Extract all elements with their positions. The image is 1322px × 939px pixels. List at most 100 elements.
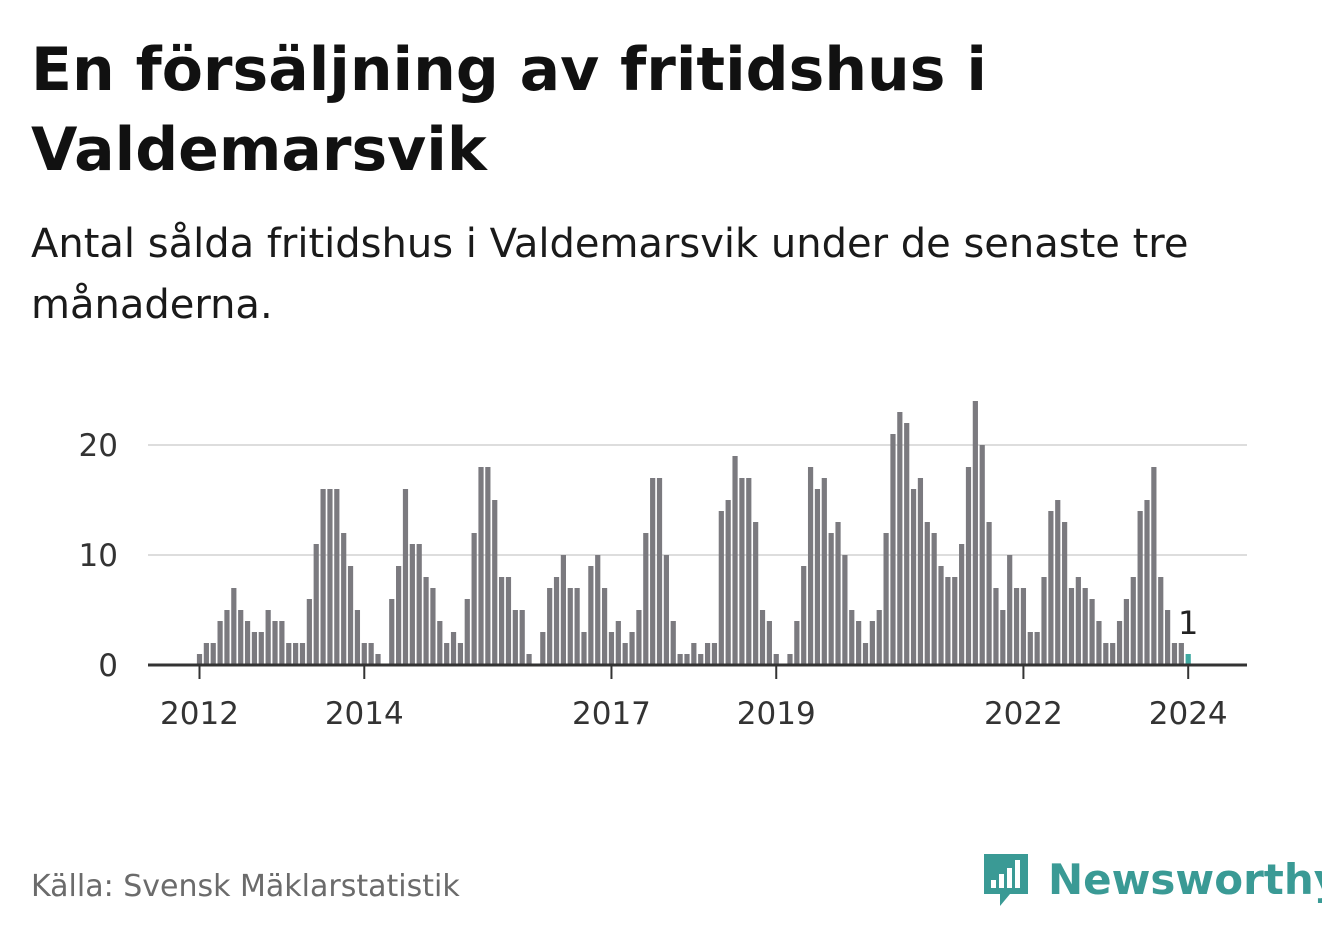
bar — [1062, 522, 1068, 665]
bar — [540, 632, 546, 665]
bar — [945, 577, 951, 665]
bar — [1171, 643, 1178, 665]
bar — [856, 621, 862, 665]
x-tick-label: 2014 — [325, 696, 404, 732]
bar — [965, 467, 972, 665]
bar — [203, 643, 209, 665]
bar — [265, 610, 271, 665]
bar — [862, 643, 869, 665]
bar-highlight — [1185, 654, 1191, 665]
bar — [588, 566, 594, 665]
bar — [821, 478, 827, 665]
bar — [341, 533, 347, 665]
bar — [835, 522, 841, 665]
bar — [485, 467, 491, 665]
bar — [814, 489, 821, 665]
bar — [897, 412, 903, 665]
bar — [1041, 577, 1047, 665]
bar — [924, 522, 930, 665]
bar — [972, 401, 978, 665]
bar — [430, 588, 436, 665]
bar — [595, 555, 601, 665]
bar — [1151, 467, 1157, 665]
bar — [1137, 511, 1143, 665]
bar-chart-speech-bubble-icon — [984, 854, 1028, 906]
bar — [698, 654, 704, 665]
bar — [327, 489, 333, 665]
bar — [938, 566, 944, 665]
brand-logo[interactable]: Newsworthy — [980, 850, 1322, 910]
bar — [663, 555, 669, 665]
x-tick-label: 2017 — [572, 696, 651, 732]
chart-title: En försäljning av fritidshus i Valdemars… — [31, 35, 987, 185]
bar — [849, 610, 855, 665]
bar — [210, 643, 216, 665]
bar — [1020, 588, 1027, 665]
bar — [753, 522, 759, 665]
bar — [1096, 621, 1102, 665]
bar — [1068, 588, 1075, 665]
bar — [299, 643, 306, 665]
y-axis-ticks: 0 10 20 — [79, 428, 118, 684]
x-axis-ticks: 2012 2014 2017 2019 2022 2024 — [160, 665, 1228, 732]
x-tick-label: 2012 — [160, 696, 239, 732]
bar — [217, 621, 223, 665]
bar — [807, 467, 814, 665]
bar — [801, 566, 807, 665]
bar — [718, 511, 724, 665]
bar — [711, 643, 718, 665]
bar — [1082, 588, 1088, 665]
bar — [1007, 555, 1013, 665]
bar — [725, 500, 731, 665]
bar — [931, 533, 937, 665]
bar — [910, 489, 917, 665]
bar — [238, 610, 244, 665]
bar — [499, 577, 505, 665]
bar-chart: 0 10 20 2012 2014 2017 2019 2022 2024 1 — [79, 401, 1247, 732]
bar — [615, 621, 621, 665]
bar — [251, 632, 258, 665]
bar — [650, 478, 656, 665]
bar — [457, 643, 464, 665]
bar — [402, 489, 409, 665]
bar — [828, 533, 834, 665]
bar — [553, 577, 560, 665]
bar — [1000, 610, 1006, 665]
last-value-label: 1 — [1178, 604, 1198, 642]
bar — [883, 533, 889, 665]
bar — [224, 610, 230, 665]
bar — [622, 643, 628, 665]
bar — [334, 489, 340, 665]
bar — [1116, 621, 1123, 665]
bar — [1165, 610, 1171, 665]
bar — [361, 643, 367, 665]
bar — [1178, 643, 1184, 665]
bar — [450, 632, 457, 665]
bar — [1055, 500, 1061, 665]
bar — [608, 632, 615, 665]
bar — [629, 632, 635, 665]
bar — [1110, 643, 1116, 665]
bar — [1123, 599, 1130, 665]
bar — [396, 566, 402, 665]
bar — [313, 544, 319, 665]
bar — [1130, 577, 1136, 665]
bar — [478, 467, 484, 665]
bar — [519, 610, 525, 665]
bar — [375, 654, 381, 665]
bar — [368, 643, 374, 665]
bar — [993, 588, 999, 665]
bar — [437, 621, 443, 665]
x-tick-label: 2019 — [737, 696, 816, 732]
bar — [409, 544, 415, 665]
bar — [869, 621, 875, 665]
y-tick-label: 0 — [98, 648, 118, 684]
bar — [306, 599, 312, 665]
bar — [286, 643, 292, 665]
brand-name: Newsworthy — [1048, 855, 1322, 904]
bar — [354, 610, 361, 665]
bar — [231, 588, 237, 665]
bar — [677, 654, 683, 665]
chart-subtitle: Antal sålda fritidshus i Valdemarsvik un… — [31, 221, 1189, 328]
bar — [876, 610, 882, 665]
